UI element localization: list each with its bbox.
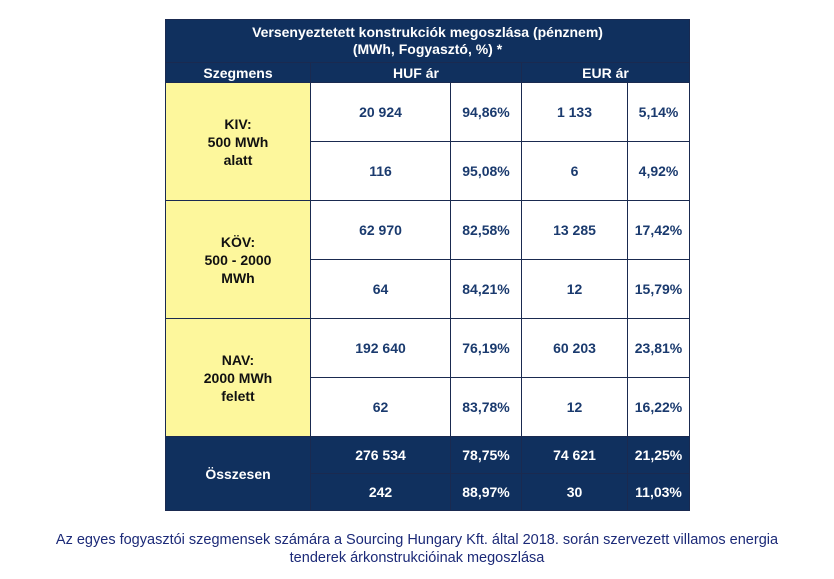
table-row: NAV: 2000 MWh felett 192 640 76,19% 60 2… (165, 318, 691, 437)
segment-cell-kov: KÖV: 500 - 2000 MWh (165, 200, 311, 319)
eur-percent-cell: 16,22% (626, 377, 691, 437)
table-row: KIV: 500 MWh alatt 20 924 94,86% 1 133 5… (165, 82, 691, 201)
eur-percent-cell: 4,92% (626, 141, 691, 201)
huf-percent-cell: 82,58% (450, 200, 522, 260)
table-row: KÖV: 500 - 2000 MWh 62 970 82,58% 13 285… (165, 200, 691, 319)
total-eur-percent-cell: 11,03% (626, 473, 691, 511)
total-eur-percent-cell: 21,25% (626, 436, 691, 474)
total-eur-value-cell: 30 (521, 473, 628, 511)
huf-percent-cell: 95,08% (450, 141, 522, 201)
figure-caption: Az egyes fogyasztói szegmensek számára a… (0, 531, 834, 567)
segment-label-line3: felett (221, 387, 255, 404)
table-row: 64 84,21% 12 15,79% (166, 259, 691, 319)
eur-value-cell: 6 (521, 141, 628, 201)
total-label: Összesen (165, 436, 311, 511)
huf-percent-cell: 94,86% (450, 82, 522, 142)
eur-value-cell: 13 285 (521, 200, 628, 260)
data-table: Versenyeztetett konstrukciók megoszlása … (164, 19, 691, 511)
segment-label-line1: KÖV: (220, 233, 256, 250)
caption-line1: Az egyes fogyasztói szegmensek számára a… (55, 532, 779, 548)
eur-value-cell: 12 (521, 259, 628, 319)
huf-value-cell: 62 970 (310, 200, 451, 260)
eur-percent-cell: 5,14% (626, 82, 691, 142)
huf-value-cell: 20 924 (310, 82, 451, 142)
segment-cell-nav: NAV: 2000 MWh felett (165, 318, 311, 437)
eur-percent-cell: 17,42% (626, 200, 691, 260)
eur-value-cell: 1 133 (521, 82, 628, 142)
huf-percent-cell: 83,78% (450, 377, 522, 437)
huf-value-cell: 64 (310, 259, 451, 319)
segment-label-line2: 500 - 2000 (204, 251, 272, 268)
huf-percent-cell: 76,19% (450, 318, 522, 378)
huf-percent-cell: 84,21% (450, 259, 522, 319)
total-huf-value-cell: 276 534 (310, 436, 451, 474)
total-eur-value-cell: 74 621 (521, 436, 628, 474)
total-huf-percent-cell: 78,75% (450, 436, 522, 474)
segment-label-line3: MWh (221, 269, 255, 286)
eur-value-cell: 60 203 (521, 318, 628, 378)
segment-label-line2: 2000 MWh (203, 369, 273, 386)
total-row: Összesen 276 534 78,75% 74 621 21,25% (165, 436, 691, 511)
table-row: 116 95,08% 6 4,92% (166, 141, 691, 201)
huf-value-cell: 116 (310, 141, 451, 201)
segment-cell-kiv: KIV: 500 MWh alatt (165, 82, 311, 201)
table-title-line1: Versenyeztetett konstrukciók megoszlása … (252, 24, 603, 40)
table-title: Versenyeztetett konstrukciók megoszlása … (164, 19, 691, 63)
eur-value-cell: 12 (521, 377, 628, 437)
eur-percent-cell: 23,81% (626, 318, 691, 378)
table-title-line2: (MWh, Fogyasztó, %) * (352, 41, 503, 57)
total-huf-percent-cell: 88,97% (450, 473, 522, 511)
segment-label-line3: alatt (223, 151, 253, 168)
total-huf-value-cell: 242 (310, 473, 451, 511)
huf-value-cell: 192 640 (310, 318, 451, 378)
segment-label-line1: KIV: (224, 115, 252, 132)
col-header-eur: EUR ár (520, 62, 691, 83)
col-header-segment: Szegmens (165, 62, 311, 83)
segment-label-line2: 500 MWh (207, 133, 269, 150)
col-header-huf: HUF ár (310, 62, 522, 83)
eur-percent-cell: 15,79% (626, 259, 691, 319)
segment-label-line1: NAV: (221, 351, 255, 368)
caption-line2: tenderek árkonstrukcióinak megoszlása (289, 550, 545, 566)
huf-value-cell: 62 (310, 377, 451, 437)
total-row: 242 88,97% 30 11,03% (166, 473, 691, 511)
